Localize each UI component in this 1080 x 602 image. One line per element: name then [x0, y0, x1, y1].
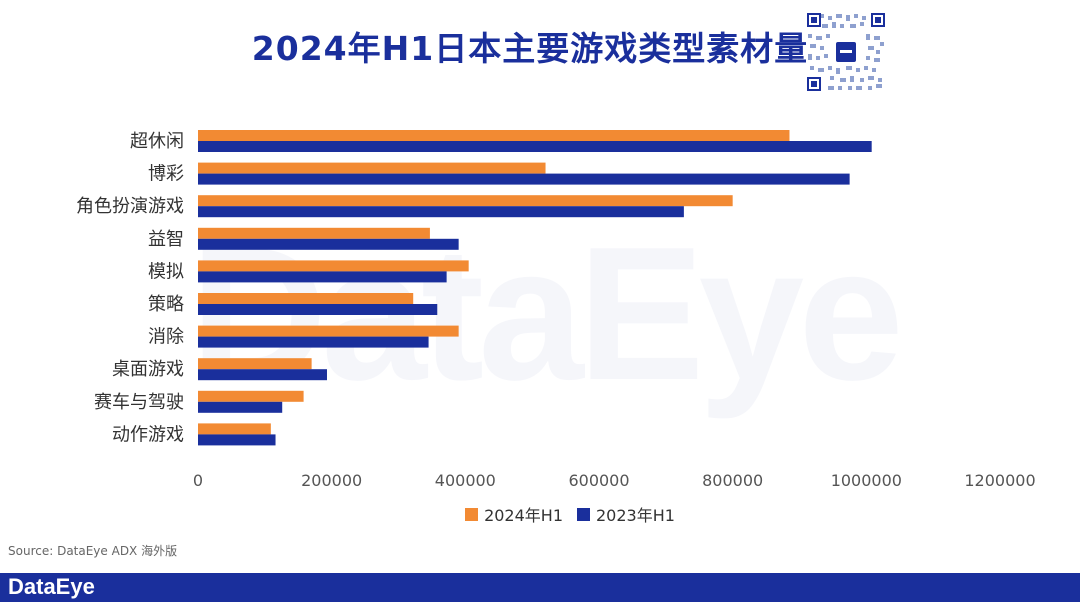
- legend-label-2024: 2024年H1: [484, 506, 563, 525]
- bar-2024: [198, 130, 790, 141]
- bar-2024: [198, 195, 733, 207]
- x-tick-label: 400000: [435, 471, 496, 490]
- x-tick-label: 0: [193, 471, 203, 490]
- bar-2023: [198, 434, 276, 446]
- x-tick-label: 1200000: [964, 471, 1035, 490]
- source-note: Source: DataEye ADX 海外版: [8, 544, 178, 558]
- category-label: 动作游戏: [112, 424, 184, 445]
- category-label: 超休闲: [130, 131, 184, 152]
- legend-swatch-2023: [577, 507, 590, 521]
- x-tick-label: 800000: [702, 471, 763, 490]
- bar-2023: [198, 206, 684, 218]
- dataeye-logo: DataEye: [8, 574, 95, 599]
- bar-2024: [198, 162, 546, 174]
- bar-2023: [198, 336, 429, 348]
- bar-2023: [198, 238, 459, 250]
- x-tick-label: 1000000: [831, 471, 902, 490]
- category-label: 赛车与驾驶: [94, 392, 184, 413]
- bar-2023: [198, 173, 850, 185]
- bar-2023: [198, 141, 872, 152]
- qr-code-icon: [806, 12, 886, 92]
- legend-swatch-2024: [465, 507, 479, 521]
- bar-2024: [198, 390, 304, 402]
- bar-2024: [198, 293, 414, 304]
- bar-2023: [198, 401, 283, 413]
- bar-2024: [198, 325, 459, 337]
- bar-2024: [198, 423, 271, 435]
- category-label: 角色扮演游戏: [76, 196, 184, 217]
- chart-legend: 2024年H1 2023年H1: [0, 502, 1080, 526]
- legend-item-2024: 2024年H1: [465, 502, 563, 526]
- chart-title: 2024年H1日本主要游戏类型素材量: [251, 29, 809, 68]
- legend-item-2023: 2023年H1: [577, 502, 675, 526]
- category-label: 益智: [148, 229, 184, 250]
- category-label: 策略: [148, 294, 184, 315]
- bar-2024: [198, 227, 430, 239]
- bar-2024: [198, 260, 469, 272]
- category-label: 桌面游戏: [112, 359, 184, 380]
- footer-bar: DataEye: [0, 573, 1080, 602]
- legend-label-2023: 2023年H1: [596, 506, 675, 525]
- category-label: 博彩: [148, 164, 184, 185]
- x-tick-label: 600000: [568, 471, 629, 490]
- x-tick-label: 200000: [301, 471, 362, 490]
- bar-2024: [198, 358, 312, 370]
- bar-2023: [198, 369, 327, 381]
- bar-2023: [198, 304, 438, 315]
- category-label: 消除: [148, 327, 184, 348]
- category-label: 模拟: [148, 261, 184, 282]
- bar-2023: [198, 271, 447, 283]
